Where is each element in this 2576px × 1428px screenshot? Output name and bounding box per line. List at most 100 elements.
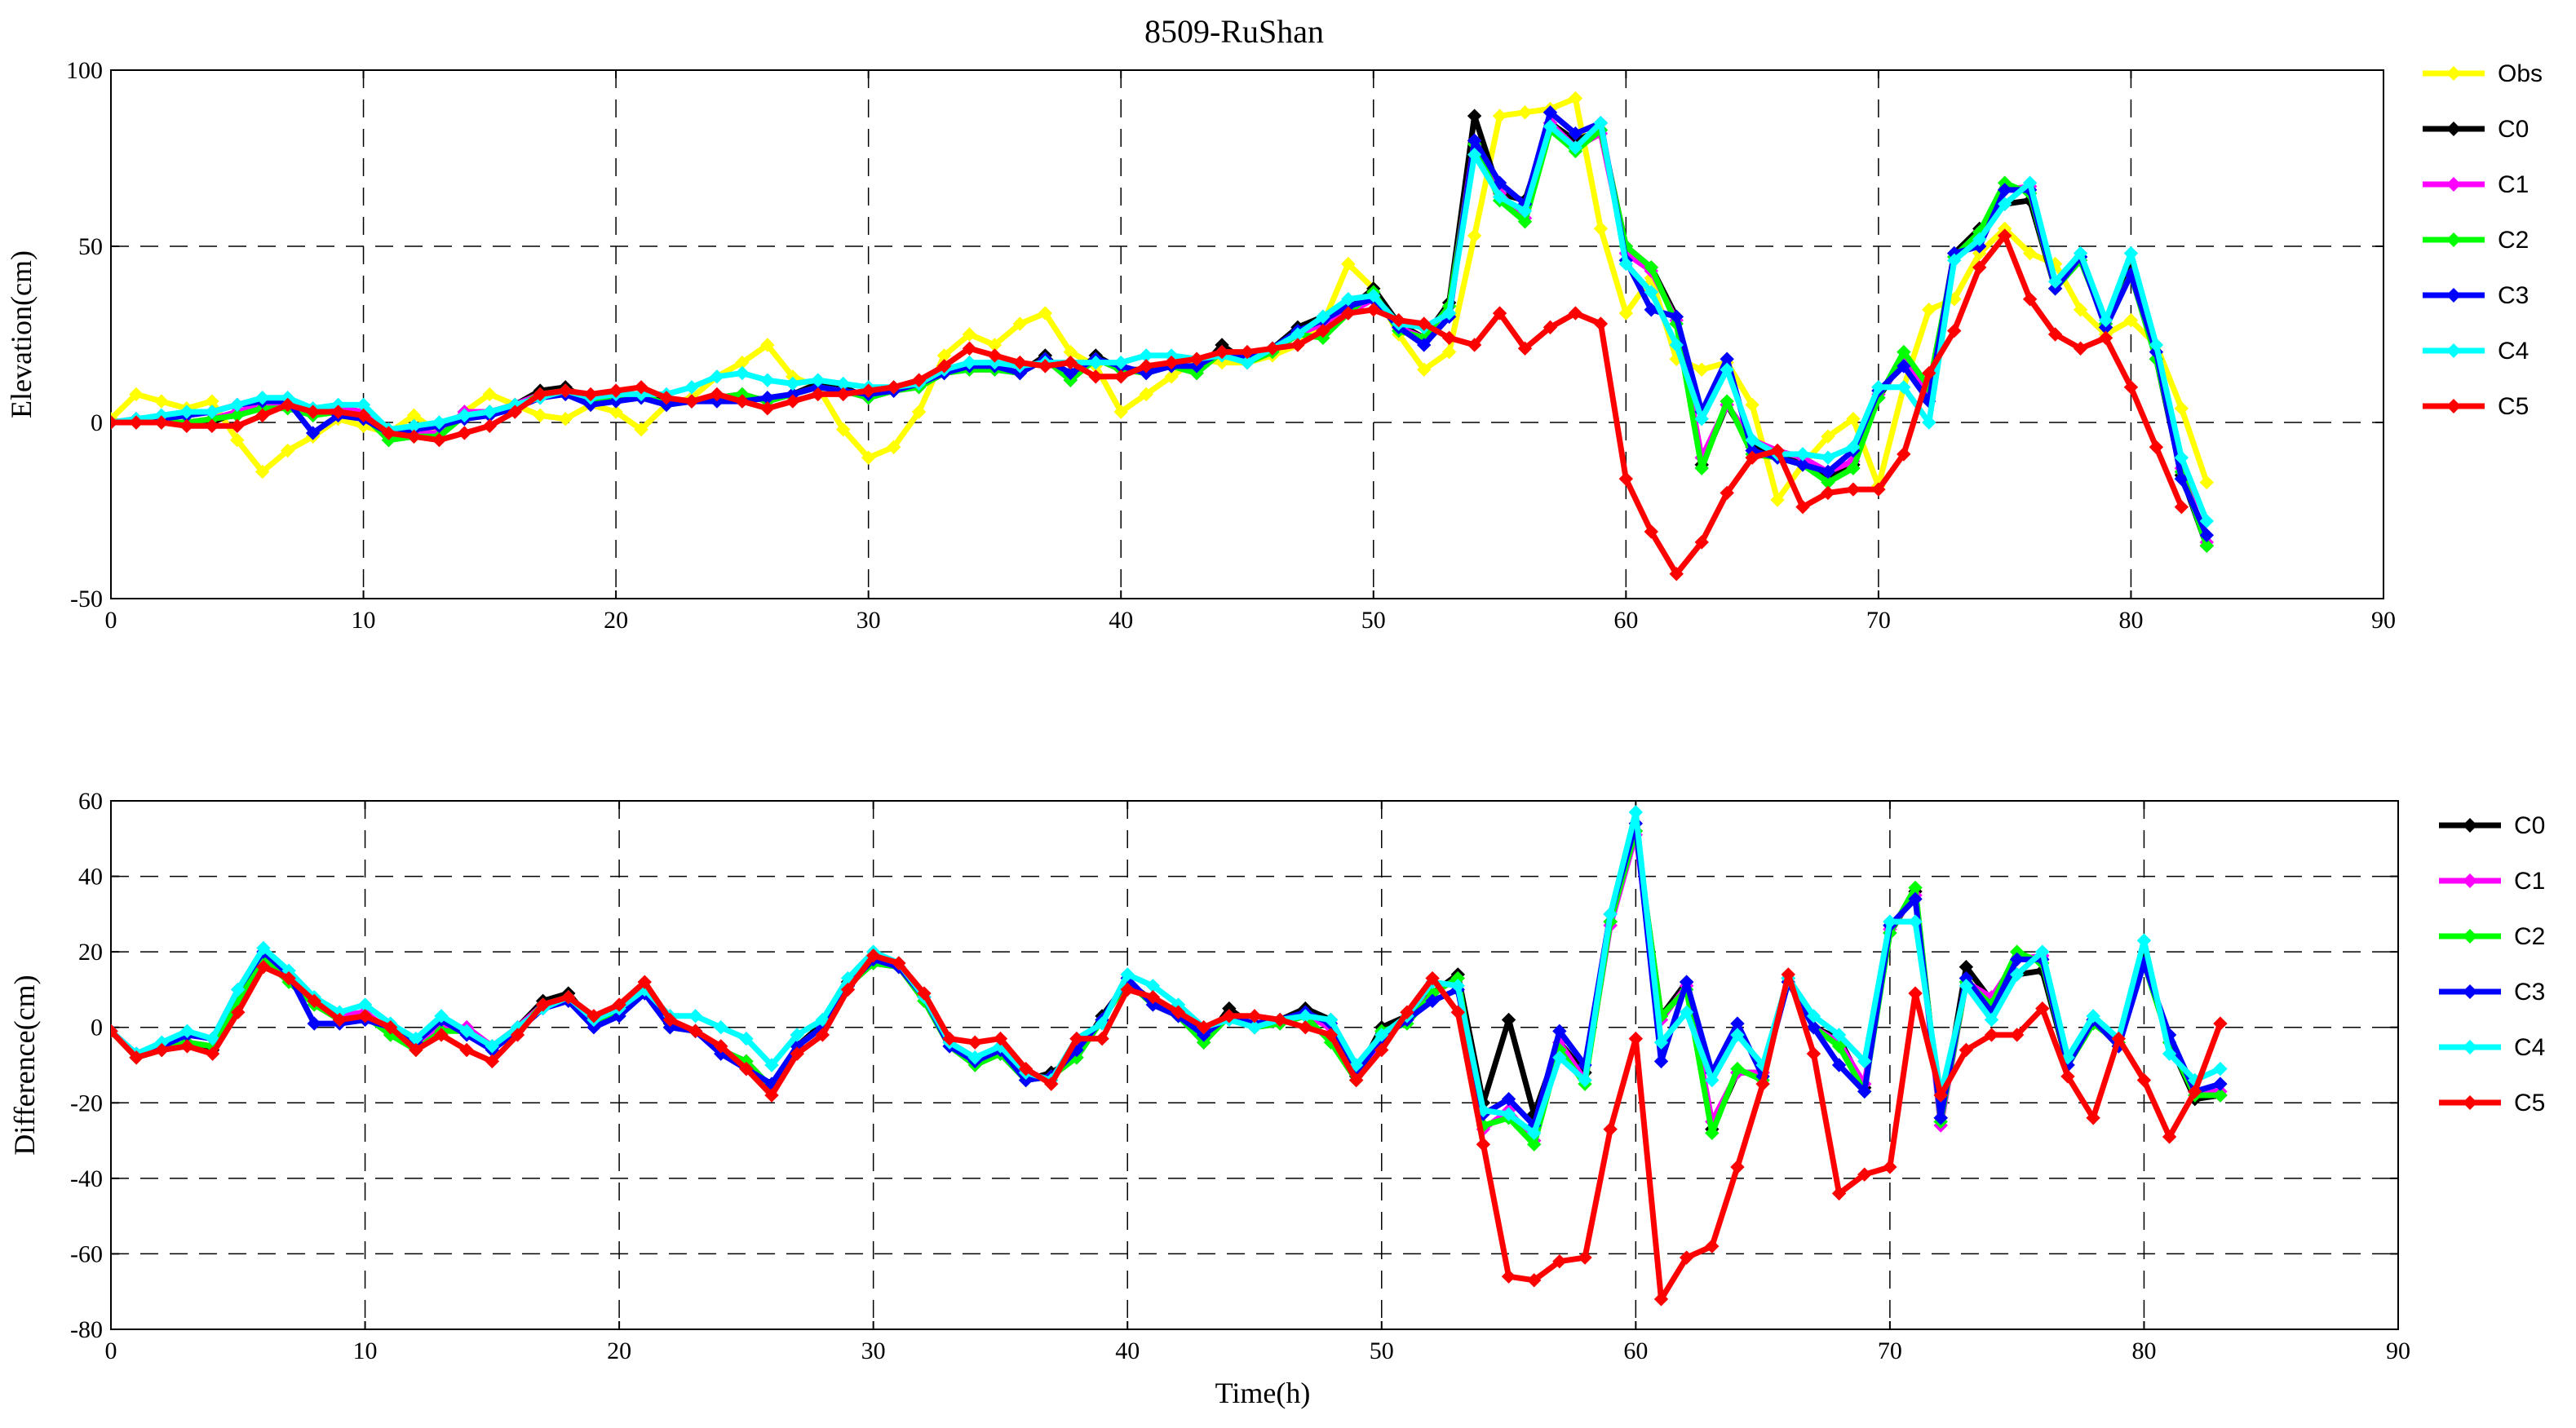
- data-point-c5: [662, 1012, 678, 1028]
- data-point-c4: [1450, 979, 1465, 993]
- data-point-c4: [1348, 1058, 1364, 1072]
- data-point-c4: [1316, 309, 1330, 325]
- data-point-c5: [583, 387, 598, 402]
- data-point-c5: [2162, 1130, 2177, 1144]
- data-point-obs: [482, 387, 498, 402]
- data-point-obs: [2123, 313, 2139, 328]
- data-point-c5: [1171, 1005, 1186, 1019]
- data-point-c2: [1527, 1137, 1542, 1152]
- legend-swatch-marker: [2463, 984, 2477, 999]
- data-point-c5: [432, 432, 447, 448]
- data-point-c5: [688, 1023, 703, 1039]
- data-point-c5: [2073, 341, 2088, 356]
- data-point-obs: [836, 422, 851, 437]
- data-point-c5: [1745, 450, 1759, 465]
- x-tick-label: 40: [1115, 1337, 1140, 1364]
- x-tick-label: 80: [2131, 1337, 2156, 1364]
- data-point-c4: [1644, 285, 1658, 299]
- legend-item-c0: C0: [2423, 116, 2529, 143]
- data-point-c4: [1113, 355, 1128, 370]
- data-point-c4: [2174, 450, 2189, 465]
- data-point-c5: [2060, 1069, 2075, 1084]
- y-tick-label: 0: [91, 409, 103, 436]
- data-point-c4: [1323, 1012, 1339, 1028]
- data-point-c5: [356, 408, 371, 423]
- legend-item-c2: C2: [2439, 923, 2545, 950]
- data-point-c5: [967, 1035, 982, 1050]
- data-point-c5: [942, 1031, 957, 1046]
- data-point-c5: [1694, 535, 1709, 550]
- data-point-c5: [764, 1088, 779, 1103]
- data-point-c5: [1323, 1028, 1339, 1042]
- data-point-c5: [332, 1012, 347, 1028]
- data-point-c5: [533, 387, 547, 402]
- legend-item-c0: C0: [2439, 812, 2545, 839]
- data-point-c4: [205, 405, 219, 419]
- data-point-c3: [1467, 133, 1482, 148]
- data-point-obs: [760, 338, 775, 352]
- data-point-c4: [2086, 1009, 2100, 1023]
- data-point-c4: [1247, 1020, 1262, 1035]
- data-point-c4: [1669, 338, 1684, 352]
- data-point-c5: [993, 1031, 1008, 1046]
- data-point-c4: [786, 376, 800, 391]
- data-point-obs: [911, 405, 927, 419]
- data-point-c4: [1857, 1054, 1872, 1069]
- data-point-obs: [1441, 344, 1457, 360]
- data-point-c4: [2199, 514, 2215, 528]
- data-point-c5: [1568, 306, 1583, 321]
- data-point-c5: [2022, 292, 2038, 307]
- data-point-c4: [1552, 1050, 1567, 1065]
- data-point-c4: [1997, 197, 2012, 211]
- data-point-c2: [2213, 1088, 2228, 1103]
- data-point-c5: [1984, 1028, 1999, 1042]
- data-point-c5: [2123, 380, 2139, 395]
- data-point-c5: [1196, 1020, 1211, 1035]
- data-point-c5: [1669, 567, 1684, 581]
- data-point-c5: [1088, 369, 1103, 384]
- data-point-c4: [1821, 450, 1835, 465]
- data-point-c5: [535, 997, 551, 1012]
- data-point-c5: [1247, 1009, 1262, 1023]
- data-point-c5: [1240, 344, 1255, 360]
- data-point-c4: [710, 369, 724, 384]
- data-point-obs: [1139, 387, 1153, 402]
- data-point-c5: [1441, 330, 1457, 346]
- legend-swatch-marker: [2463, 929, 2477, 944]
- data-point-c5: [1883, 1160, 1897, 1174]
- data-point-c5: [1871, 482, 1886, 497]
- data-point-c3: [1653, 1054, 1669, 1069]
- data-point-c4: [1603, 907, 1618, 922]
- data-point-c5: [1018, 1061, 1033, 1077]
- elevation-panel: 0 10 20 30 40 50 60 70 80 90-50050100Elevation(cm…: [5, 57, 2543, 634]
- x-tick-label: 0: [105, 1337, 117, 1364]
- data-point-c4: [1618, 256, 1634, 272]
- data-point-c5: [1095, 1031, 1109, 1046]
- data-point-c3: [1196, 1028, 1211, 1042]
- x-tick-label: 60: [1613, 607, 1638, 634]
- data-point-c4: [1871, 380, 1886, 395]
- data-point-c4: [1095, 1016, 1109, 1031]
- data-point-c3: [1857, 1084, 1872, 1099]
- y-tick-label: -50: [70, 586, 103, 612]
- data-point-c4: [1527, 1125, 1542, 1141]
- data-point-c4: [485, 1039, 500, 1054]
- y-tick-label: 60: [78, 788, 103, 815]
- data-point-c3: [2213, 1077, 2228, 1091]
- data-point-c3: [1063, 365, 1078, 381]
- data-point-c5: [280, 397, 295, 413]
- x-tick-label: 90: [2371, 607, 2396, 634]
- x-tick-label: 90: [2386, 1337, 2410, 1364]
- data-point-c5: [1063, 355, 1078, 370]
- data-point-c5: [1492, 306, 1507, 321]
- data-point-c4: [230, 397, 245, 413]
- legend-label: C0: [2498, 116, 2529, 143]
- data-point-obs: [2073, 303, 2088, 317]
- data-point-c5: [256, 959, 271, 975]
- data-point-c4: [2162, 1046, 2177, 1061]
- series-c5: [111, 948, 2228, 1306]
- data-point-c4: [1831, 1028, 1847, 1042]
- data-point-c5: [1038, 359, 1053, 374]
- data-point-c5: [2149, 440, 2164, 454]
- data-point-obs: [1416, 362, 1432, 377]
